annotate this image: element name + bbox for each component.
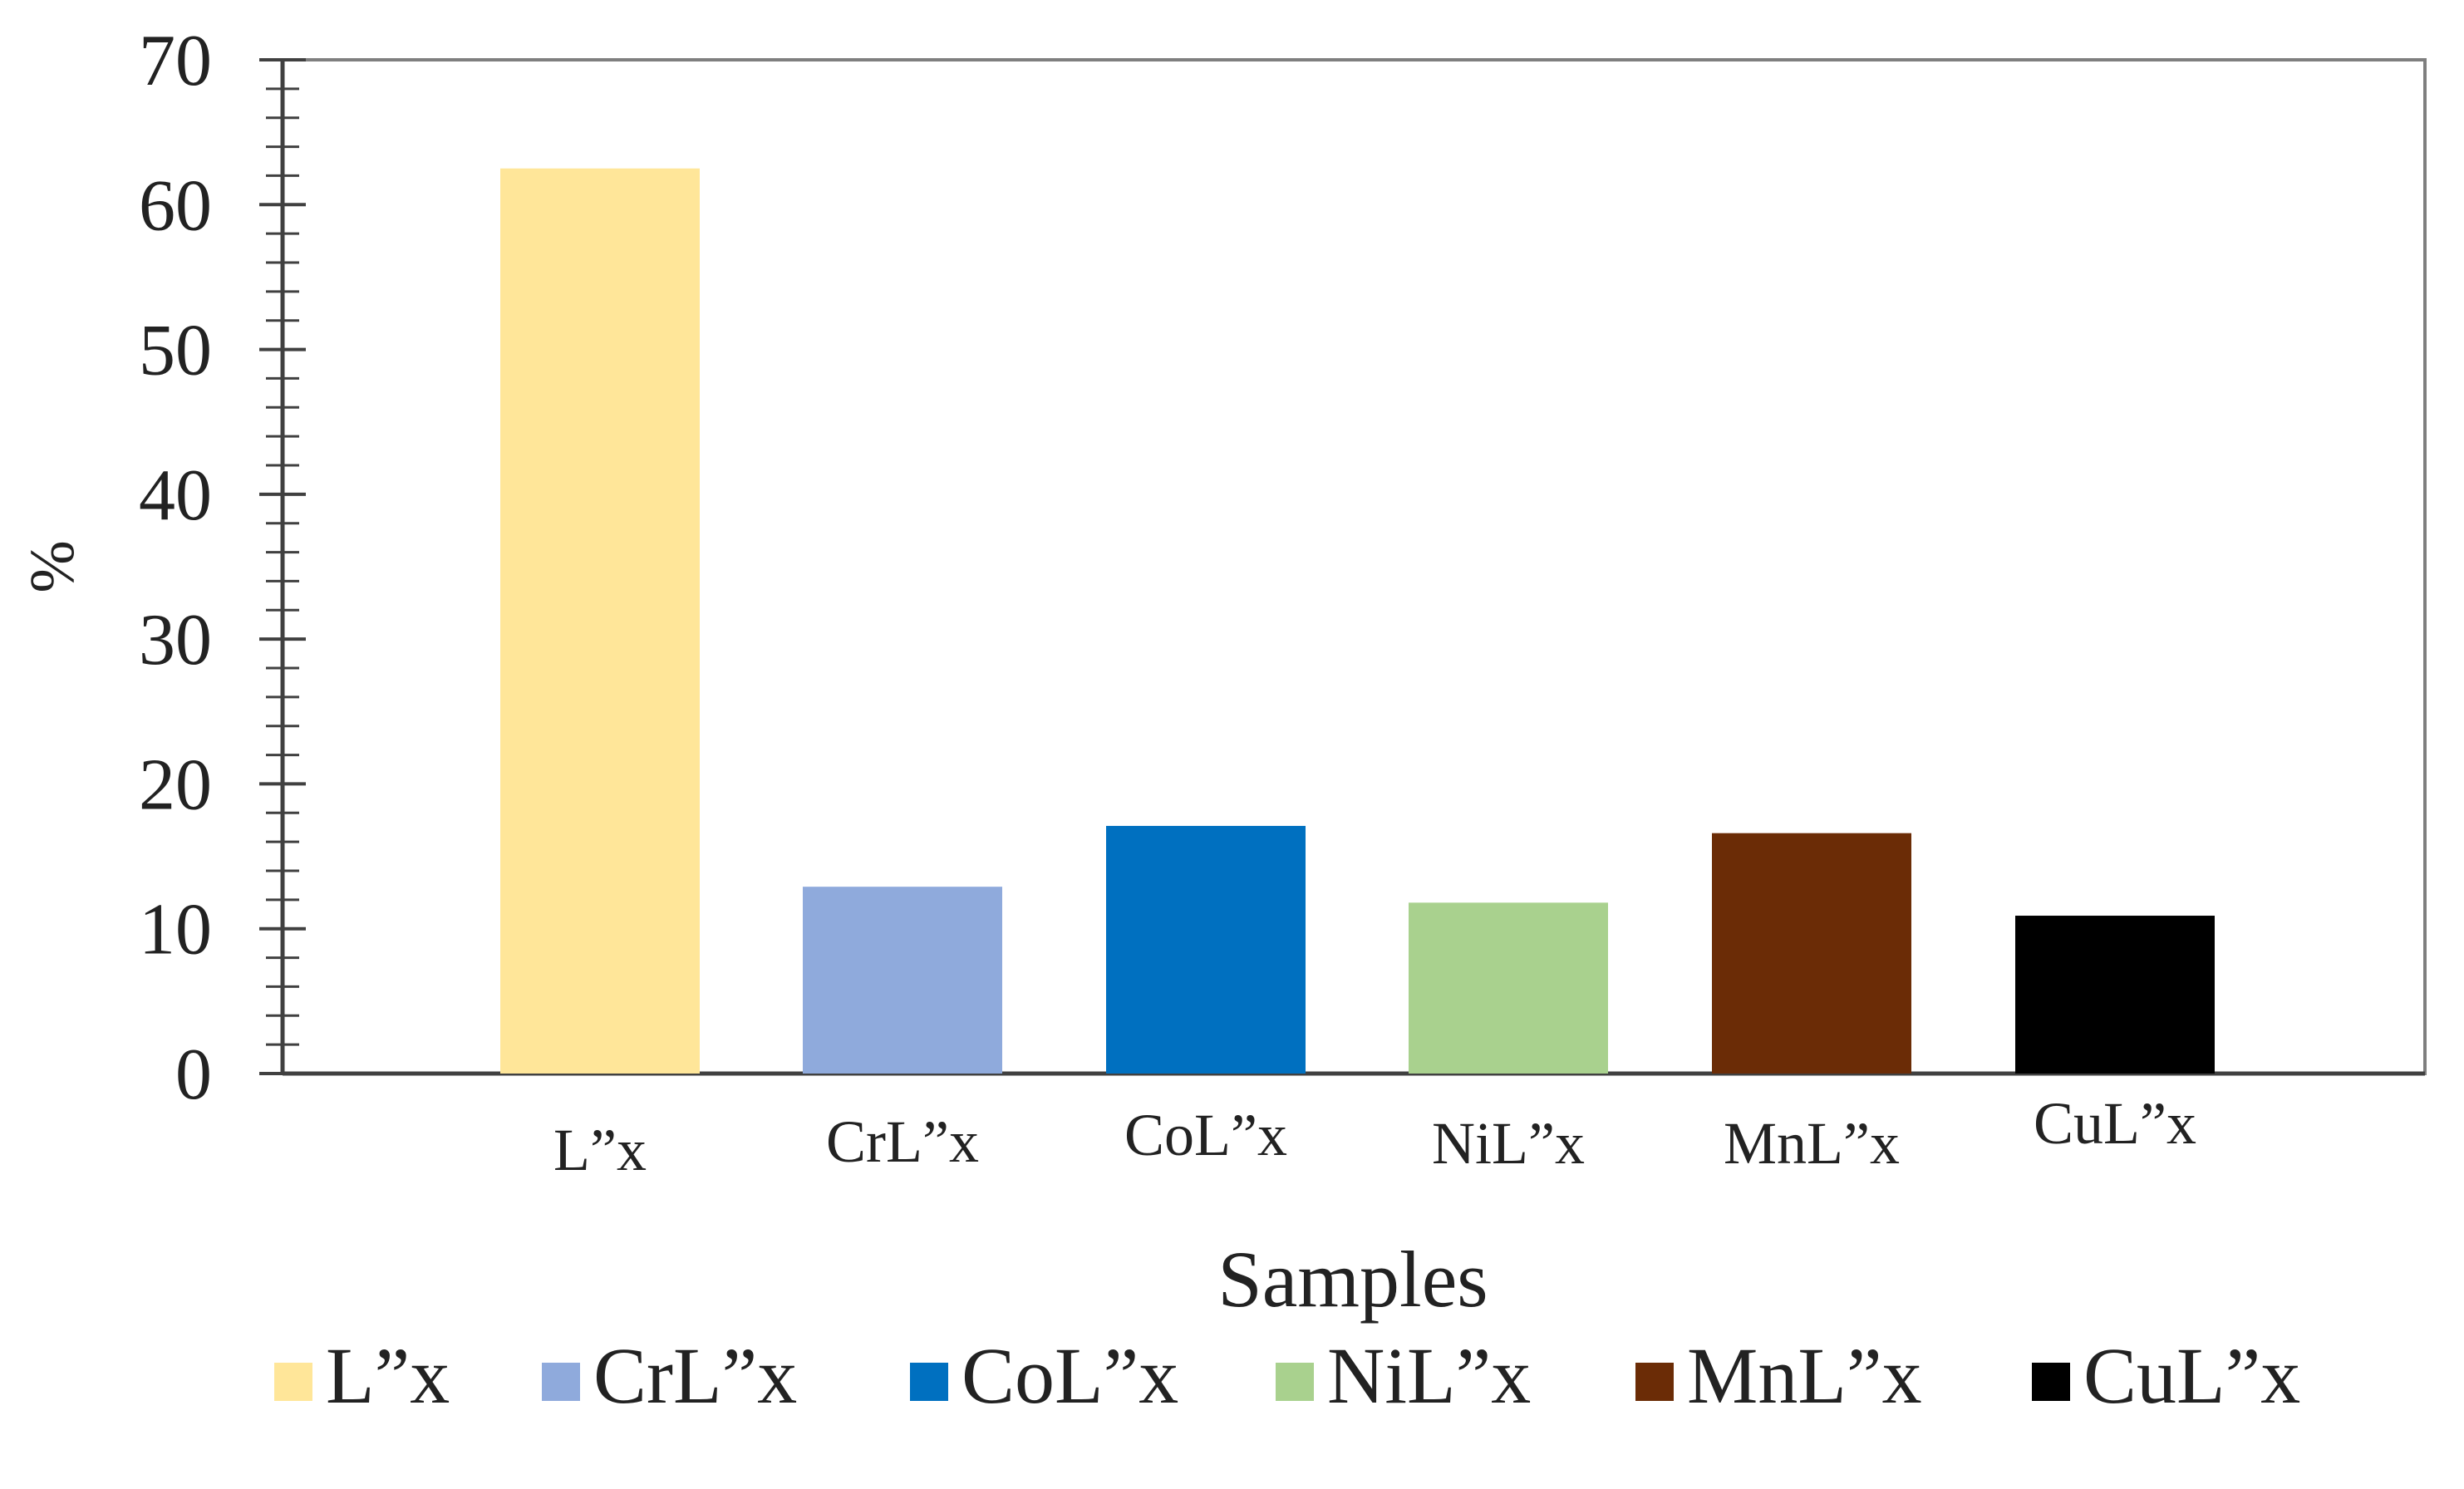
legend-item: CuL”x (2032, 1331, 2300, 1420)
legend-item: NiL”x (1276, 1331, 1531, 1420)
legend-swatch (2032, 1363, 2070, 1401)
y-tick-label: 10 (139, 890, 212, 971)
y-tick-label: 20 (139, 744, 212, 825)
bar-1 (500, 168, 700, 1074)
x-axis-title: Samples (1217, 1235, 1488, 1324)
bar-2 (803, 887, 1002, 1074)
x-tick-label: CoL”x (1124, 1102, 1287, 1168)
legend-swatch (1635, 1363, 1674, 1401)
legend-item: MnL”x (1635, 1331, 1922, 1420)
y-axis-ticks (259, 58, 306, 1075)
legend: L”x CrL”x CoL”x NiL”x MnL”x CuL”x (274, 1331, 2300, 1420)
legend-item: L”x (274, 1331, 450, 1420)
bar-4 (1409, 902, 1608, 1074)
bar-6 (2015, 916, 2215, 1074)
legend-label: MnL”x (1687, 1331, 1922, 1420)
legend-label: CuL”x (2083, 1331, 2300, 1420)
legend-item: CoL”x (910, 1331, 1178, 1420)
bar-5 (1712, 833, 1911, 1074)
x-axis-tick-labels: L”x CrL”x CoL”x NiL”x MnL”x CuL”x (553, 1090, 2196, 1183)
legend-label: L”x (326, 1331, 450, 1420)
legend-swatch (1276, 1363, 1314, 1401)
legend-swatch (910, 1363, 948, 1401)
legend-item: CrL”x (542, 1331, 797, 1420)
y-tick-label: 70 (139, 21, 212, 101)
legend-label: NiL”x (1327, 1331, 1531, 1420)
y-tick-label: 30 (139, 600, 212, 681)
y-tick-label: 40 (139, 455, 212, 536)
y-tick-label: 0 (175, 1034, 212, 1115)
x-tick-label: CuL”x (2034, 1090, 2196, 1157)
legend-swatch (542, 1363, 580, 1401)
y-tick-label: 60 (139, 165, 212, 246)
legend-swatch (274, 1363, 312, 1401)
x-tick-label: CrL”x (826, 1108, 979, 1175)
y-axis-title: % (17, 540, 87, 592)
x-tick-label: NiL”x (1432, 1110, 1585, 1177)
bars (500, 168, 2215, 1074)
x-tick-label: L”x (553, 1117, 647, 1183)
legend-label: CrL”x (593, 1331, 797, 1420)
bar-3 (1106, 825, 1306, 1074)
legend-label: CoL”x (962, 1331, 1178, 1420)
x-tick-label: MnL”x (1724, 1110, 1900, 1177)
y-axis-tick-labels: 0 10 20 30 40 50 60 70 (139, 21, 212, 1115)
y-tick-label: 50 (139, 311, 212, 391)
